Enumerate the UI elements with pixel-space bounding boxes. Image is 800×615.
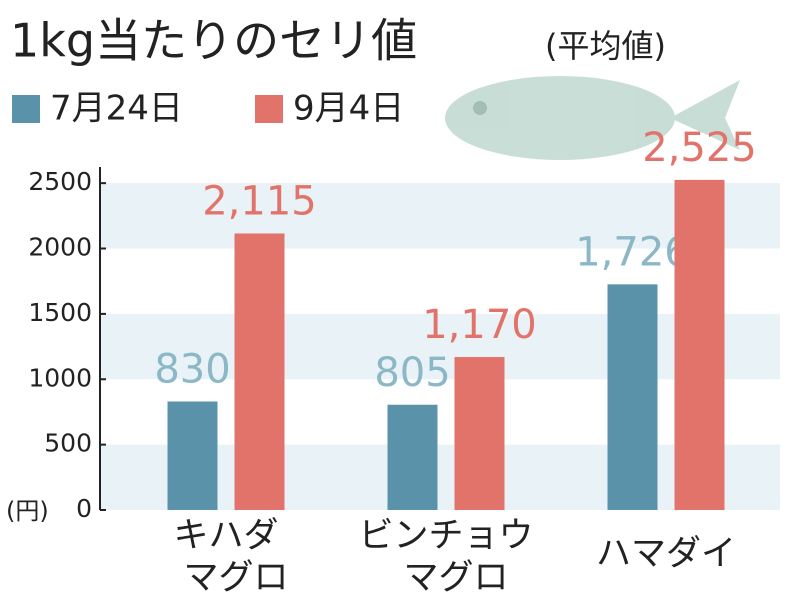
x-tick-label: ビンチョウ <box>358 516 533 556</box>
bar <box>387 404 438 510</box>
value-label: 1,170 <box>422 302 537 348</box>
grid-band <box>100 313 780 380</box>
fish-illustration <box>445 76 740 160</box>
y-tick-label: 0 <box>76 494 92 523</box>
value-label: 2,525 <box>642 125 757 171</box>
bar <box>167 401 218 510</box>
x-tick-label: キハダ <box>173 516 278 556</box>
y-tick-label: 500 <box>44 429 92 458</box>
legend-swatch <box>255 95 283 123</box>
x-tick-label: マグロ <box>403 558 508 598</box>
y-tick-label: 2000 <box>28 233 92 262</box>
bar <box>607 284 658 510</box>
grid-band <box>100 183 780 249</box>
value-label: 830 <box>154 346 230 392</box>
bar <box>234 233 285 510</box>
bar <box>454 357 505 510</box>
bar <box>674 179 725 510</box>
legend-swatch <box>12 95 40 123</box>
legend-label: 7月24日 <box>50 89 183 129</box>
x-tick-label: マグロ <box>183 558 288 598</box>
legend-label: 9月4日 <box>293 89 404 129</box>
value-label: 2,115 <box>202 178 317 224</box>
value-label: 805 <box>374 350 450 396</box>
unit-label: (円) <box>6 497 49 525</box>
value-label: 1,726 <box>575 229 690 275</box>
chart-title: 1kg当たりのセリ値 <box>10 14 417 68</box>
y-tick-label: 1000 <box>28 363 92 392</box>
y-tick-label: 2500 <box>28 167 92 196</box>
x-tick-label: ハマダイ <box>596 534 736 574</box>
y-tick-label: 1500 <box>28 298 92 327</box>
chart-subtitle: (平均値) <box>545 27 666 65</box>
